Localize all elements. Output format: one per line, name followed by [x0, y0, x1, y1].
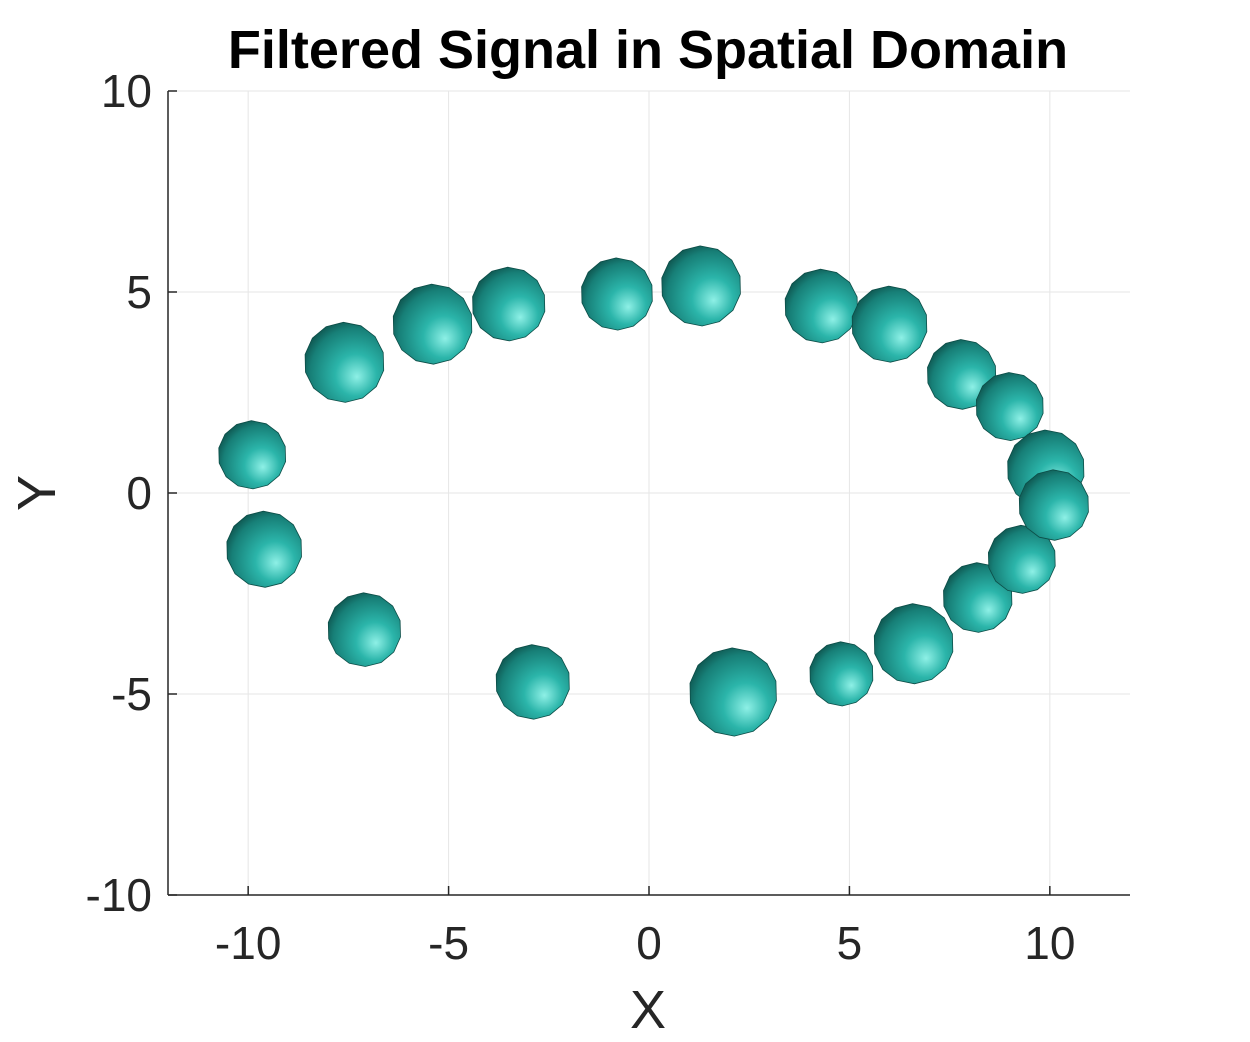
sphere-body — [495, 644, 570, 720]
sphere-marker — [304, 321, 385, 403]
x-tick-label: 10 — [1024, 917, 1075, 969]
sphere-body — [661, 245, 741, 327]
sphere-body — [975, 372, 1044, 442]
sphere-marker — [689, 647, 777, 737]
sphere-marker — [392, 283, 473, 365]
sphere-marker — [851, 285, 928, 363]
sphere-body — [851, 285, 928, 363]
sphere-body — [784, 268, 858, 344]
sphere-body — [218, 420, 287, 490]
sphere-marker — [927, 339, 997, 410]
y-tick-label: 0 — [126, 467, 152, 519]
sphere-body — [226, 510, 302, 588]
tick-labels: -10 -5 0 5 10 -10 -5 0 5 10 — [86, 65, 1076, 969]
sphere-marker — [327, 592, 401, 667]
sphere-marker — [975, 372, 1044, 442]
x-tick-label: -5 — [428, 917, 469, 969]
grid-lines — [168, 90, 1130, 896]
sphere-body — [581, 257, 653, 331]
sphere-body — [809, 641, 874, 707]
sphere-marker — [218, 420, 287, 490]
x-tick-label: 0 — [636, 917, 662, 969]
sphere-marker — [581, 257, 653, 331]
x-axis-label: X — [630, 980, 666, 1040]
sphere-marker — [661, 245, 741, 327]
sphere-body — [689, 647, 777, 737]
sphere-marker — [472, 266, 546, 342]
sphere-body — [304, 321, 385, 403]
sphere-marker — [809, 641, 874, 707]
y-tick-label: -5 — [111, 668, 152, 720]
sphere-marker — [873, 603, 954, 685]
axes — [167, 90, 1130, 896]
y-tick-label: 5 — [126, 266, 152, 318]
sphere-marker — [1018, 469, 1089, 541]
sphere-marker — [495, 644, 570, 720]
x-tick-label: 5 — [837, 917, 863, 969]
sphere-body — [472, 266, 546, 342]
sphere-marker — [784, 268, 858, 344]
y-tick-label: -10 — [86, 869, 152, 921]
sphere-body — [327, 592, 401, 667]
y-tick-label: 10 — [101, 65, 152, 117]
chart-title: Filtered Signal in Spatial Domain — [228, 20, 1068, 80]
sphere-body — [873, 603, 954, 685]
data-points — [218, 245, 1089, 737]
sphere-body — [927, 339, 997, 410]
sphere-body — [1018, 469, 1089, 541]
x-tick-label: -10 — [215, 917, 281, 969]
y-axis-label: Y — [7, 475, 67, 511]
sphere-marker — [226, 510, 302, 588]
sphere-body — [392, 283, 473, 365]
